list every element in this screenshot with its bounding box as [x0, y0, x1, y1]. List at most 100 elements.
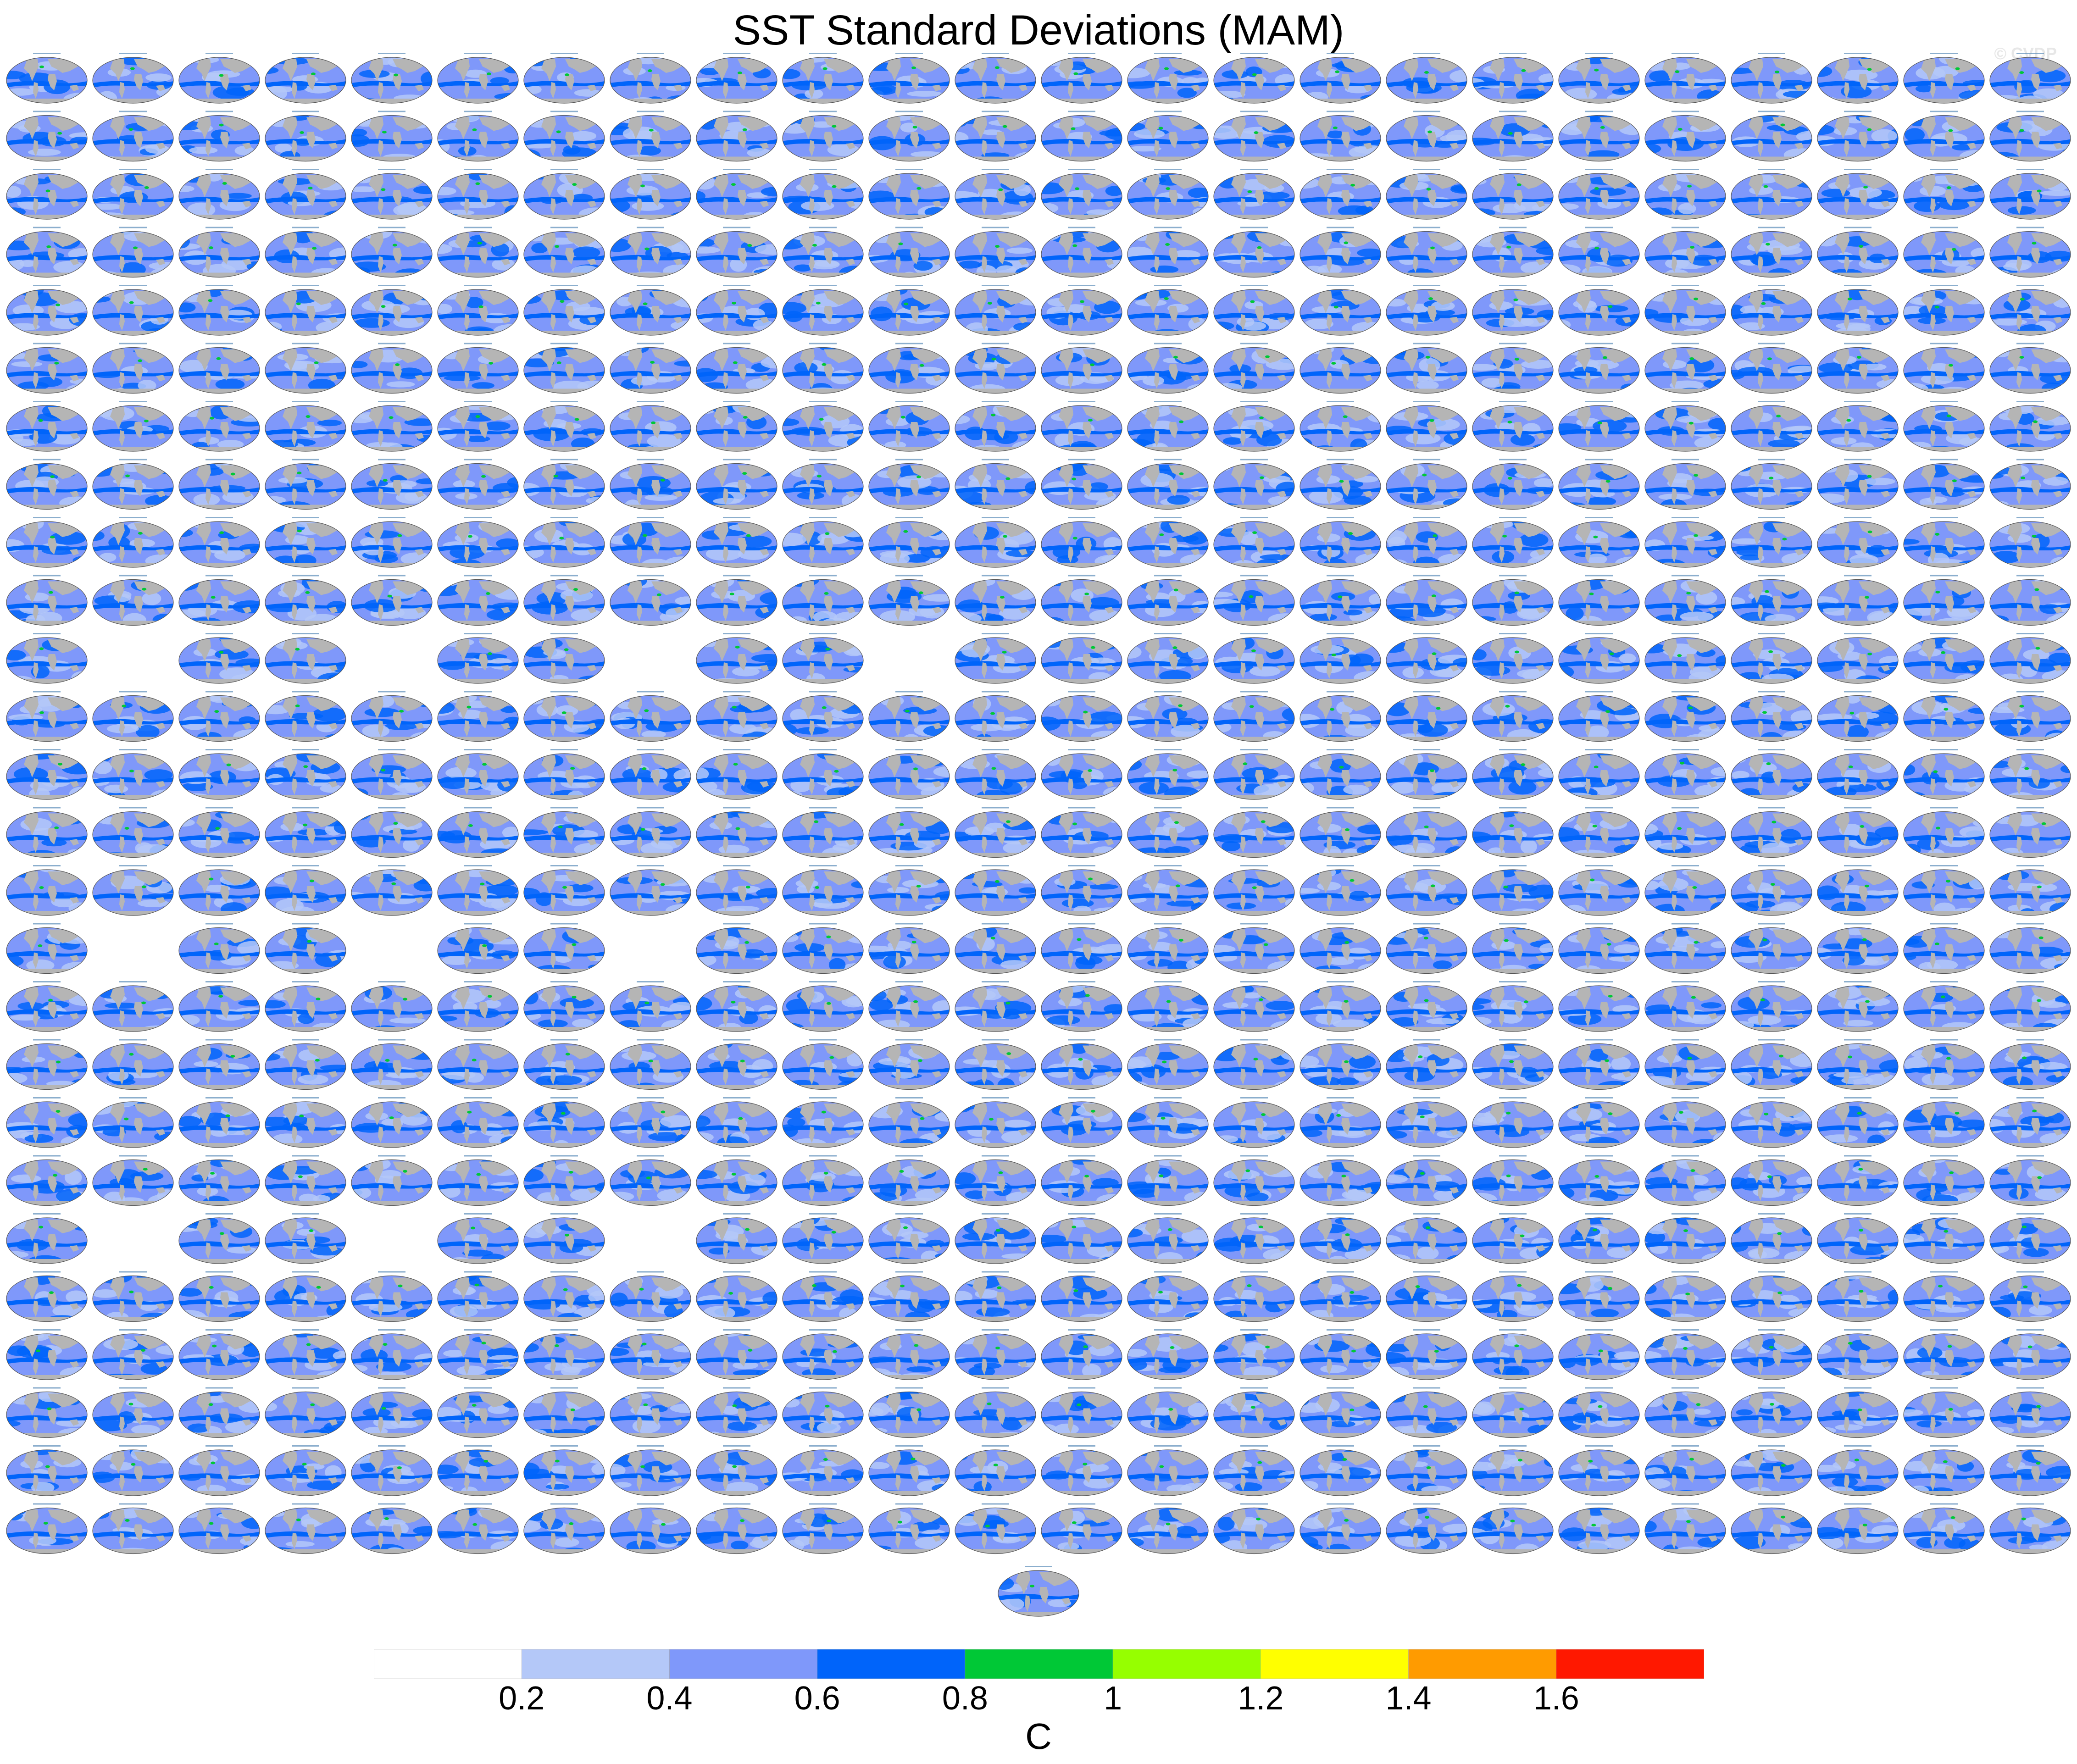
map-panel — [1817, 1097, 1899, 1148]
map-panel — [1817, 1155, 1899, 1206]
map-panel — [351, 1039, 433, 1090]
map-panel — [265, 285, 346, 336]
map-panel — [1300, 1271, 1381, 1322]
map-panel — [696, 1271, 777, 1322]
map-panel — [1472, 169, 1554, 220]
map-panel — [782, 981, 864, 1032]
map-panel — [1903, 53, 1985, 104]
map-panel — [868, 749, 950, 800]
map-panel-summary — [998, 1566, 1079, 1617]
map-panel — [1127, 1271, 1209, 1322]
map-panel — [696, 749, 777, 800]
map-panel — [782, 1213, 864, 1264]
map-panel — [1817, 633, 1899, 684]
map-panel — [1041, 749, 1122, 800]
map-panel — [782, 401, 864, 452]
map-panel — [523, 807, 605, 858]
map-panel — [955, 227, 1036, 278]
map-panel — [437, 1445, 519, 1496]
map-panel — [782, 1387, 864, 1438]
map-panel — [782, 1097, 864, 1148]
colorbar-units: C — [1025, 1716, 1052, 1757]
map-panel — [1041, 53, 1122, 104]
map-panel — [1989, 1039, 2071, 1090]
map-panel — [1558, 1445, 1640, 1496]
map-panel — [1300, 575, 1381, 626]
map-panel — [1989, 749, 2071, 800]
map-panel — [351, 401, 433, 452]
map-panel — [92, 401, 174, 452]
map-panel — [696, 865, 777, 916]
map-panel — [868, 981, 950, 1032]
map-panel — [265, 169, 346, 220]
map-panel — [1989, 401, 2071, 452]
map-panel — [1558, 1213, 1640, 1264]
map-panel — [1558, 517, 1640, 568]
map-panel — [696, 1097, 777, 1148]
map-panel — [1731, 981, 1812, 1032]
map-panel — [1386, 633, 1467, 684]
map-panel — [868, 111, 950, 162]
map-panel — [1989, 981, 2071, 1032]
map-panel — [1903, 285, 1985, 336]
map-panel — [696, 53, 777, 104]
map-panel — [610, 1155, 691, 1206]
map-panel — [1386, 1271, 1467, 1322]
map-panel — [1213, 343, 1295, 394]
map-panel — [1213, 1387, 1295, 1438]
map-panel — [523, 923, 605, 974]
map-panel — [955, 1213, 1036, 1264]
map-panel — [1558, 1387, 1640, 1438]
map-panel — [1472, 807, 1554, 858]
map-panel — [1558, 691, 1640, 742]
map-panel — [178, 111, 260, 162]
map-panel — [1127, 285, 1209, 336]
map-panel — [955, 1155, 1036, 1206]
map-panel — [1213, 575, 1295, 626]
map-panel — [1644, 517, 1726, 568]
map-panel — [1731, 1271, 1812, 1322]
map-panel — [265, 749, 346, 800]
map-panel — [6, 343, 88, 394]
map-panel — [265, 459, 346, 510]
map-panel — [92, 807, 174, 858]
map-panel — [178, 1097, 260, 1148]
map-panel — [437, 53, 519, 104]
map-panel — [1644, 401, 1726, 452]
map-panel — [1127, 1039, 1209, 1090]
map-panel — [1041, 401, 1122, 452]
map-panel — [955, 865, 1036, 916]
map-panel — [1300, 981, 1381, 1032]
map-panel — [1472, 1155, 1554, 1206]
map-panel — [178, 749, 260, 800]
map-panel — [6, 981, 88, 1032]
map-panel — [178, 691, 260, 742]
map-panel — [1300, 749, 1381, 800]
map-panel — [6, 1097, 88, 1148]
map-panel — [868, 53, 950, 104]
map-panel — [1989, 169, 2071, 220]
map-panel — [1127, 343, 1209, 394]
colorbar-segment — [374, 1649, 522, 1679]
map-panel — [351, 53, 433, 104]
map-panel — [1127, 459, 1209, 510]
map-panel — [782, 169, 864, 220]
map-panel — [782, 1329, 864, 1380]
map-panel — [351, 459, 433, 510]
map-panel — [437, 111, 519, 162]
map-panel — [1472, 1271, 1554, 1322]
map-panel — [868, 1155, 950, 1206]
map-panel — [92, 227, 174, 278]
map-panel — [1300, 1097, 1381, 1148]
map-panel — [868, 343, 950, 394]
map-panel — [1731, 1503, 1812, 1554]
map-panel — [1127, 749, 1209, 800]
map-panel — [1731, 169, 1812, 220]
map-panel — [523, 575, 605, 626]
map-panel — [1386, 169, 1467, 220]
map-panel — [92, 575, 174, 626]
map-panel — [1644, 981, 1726, 1032]
map-panel — [265, 1213, 346, 1264]
map-panel — [265, 923, 346, 974]
map-panel — [1731, 517, 1812, 568]
